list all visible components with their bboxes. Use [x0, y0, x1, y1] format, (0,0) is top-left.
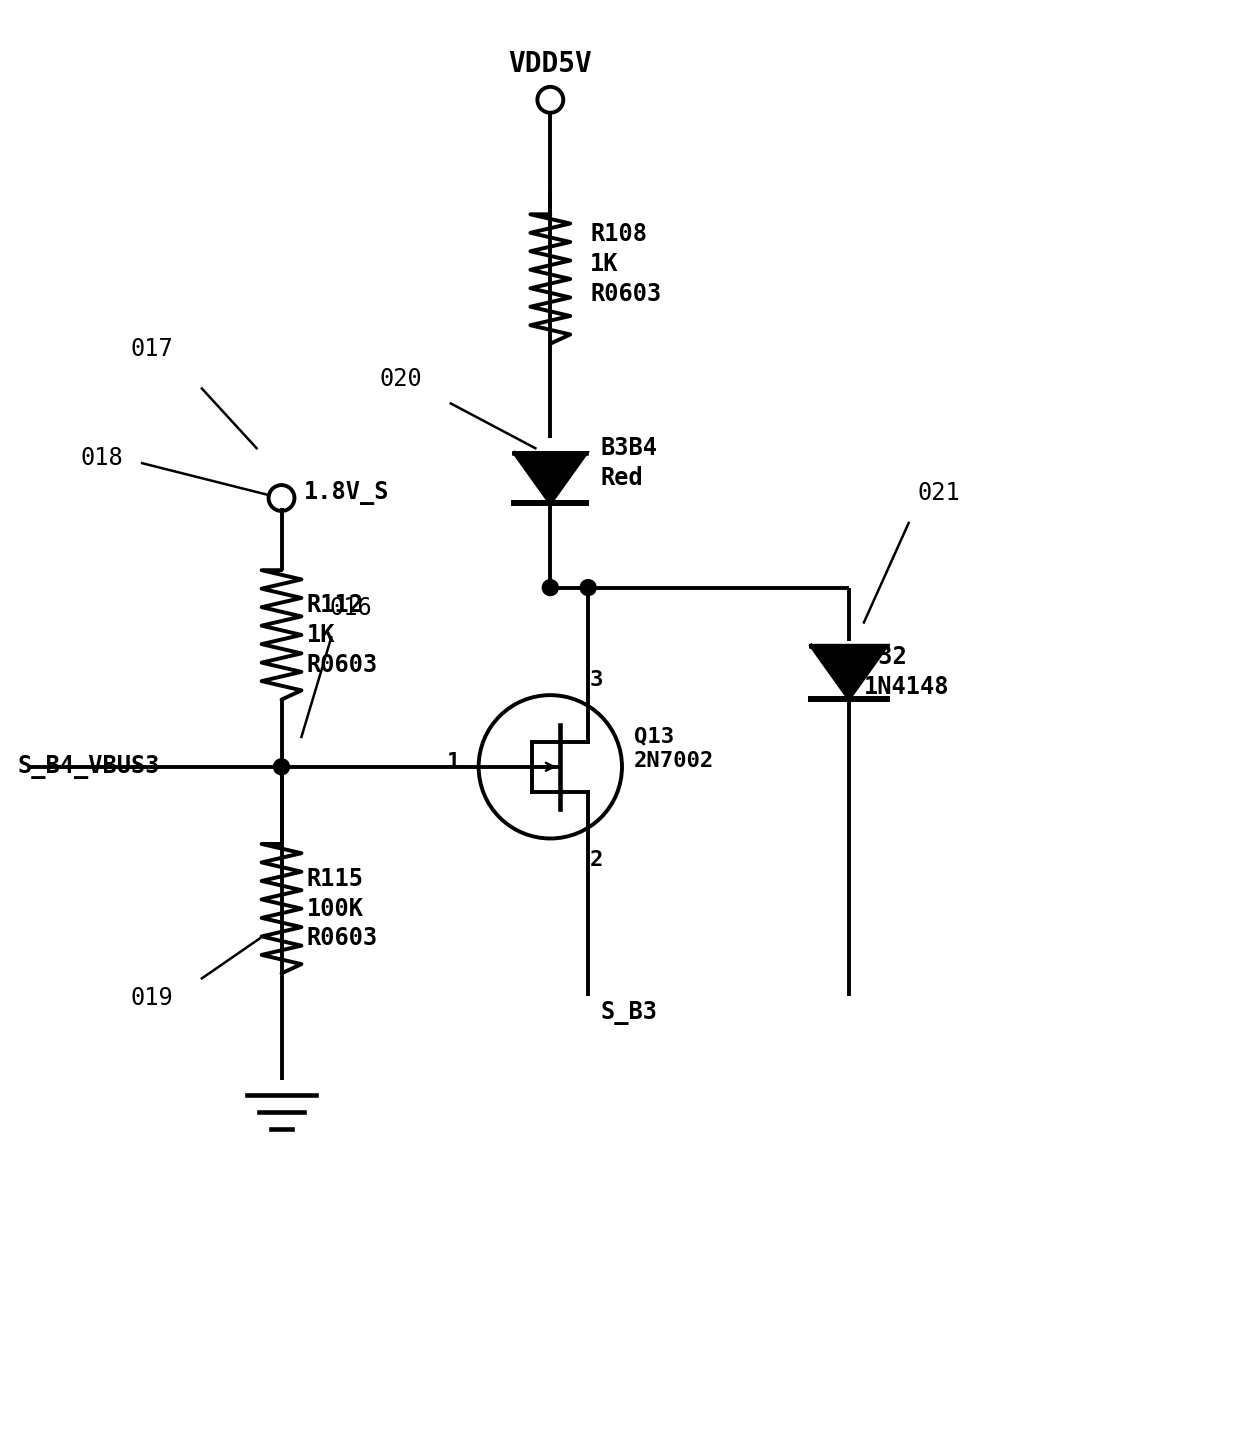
Text: D32
1N4148: D32 1N4148	[864, 645, 950, 699]
Text: 020: 020	[379, 366, 423, 391]
Text: R112
1K
R0603: R112 1K R0603	[306, 593, 378, 677]
Text: Q13
2N7002: Q13 2N7002	[634, 726, 714, 771]
Text: 016: 016	[330, 596, 372, 619]
Circle shape	[542, 580, 558, 596]
Circle shape	[580, 580, 596, 596]
Text: 021: 021	[918, 480, 960, 505]
Text: VDD5V: VDD5V	[508, 49, 593, 78]
Polygon shape	[811, 645, 887, 699]
Text: 018: 018	[81, 446, 124, 470]
Polygon shape	[515, 453, 587, 504]
Text: 1: 1	[448, 752, 461, 771]
Text: 1.8V_S: 1.8V_S	[304, 480, 389, 505]
Text: S_B3: S_B3	[600, 1001, 657, 1024]
Text: 3: 3	[589, 670, 603, 690]
Text: 2: 2	[589, 851, 603, 871]
Text: R108
1K
R0603: R108 1K R0603	[590, 223, 661, 305]
Text: 017: 017	[130, 337, 174, 360]
Text: B3B4
Red: B3B4 Red	[600, 437, 657, 491]
Text: 019: 019	[130, 987, 174, 1010]
Circle shape	[274, 758, 289, 774]
Text: S_B4_VBUS3: S_B4_VBUS3	[17, 755, 160, 778]
Text: R115
100K
R0603: R115 100K R0603	[306, 867, 378, 951]
